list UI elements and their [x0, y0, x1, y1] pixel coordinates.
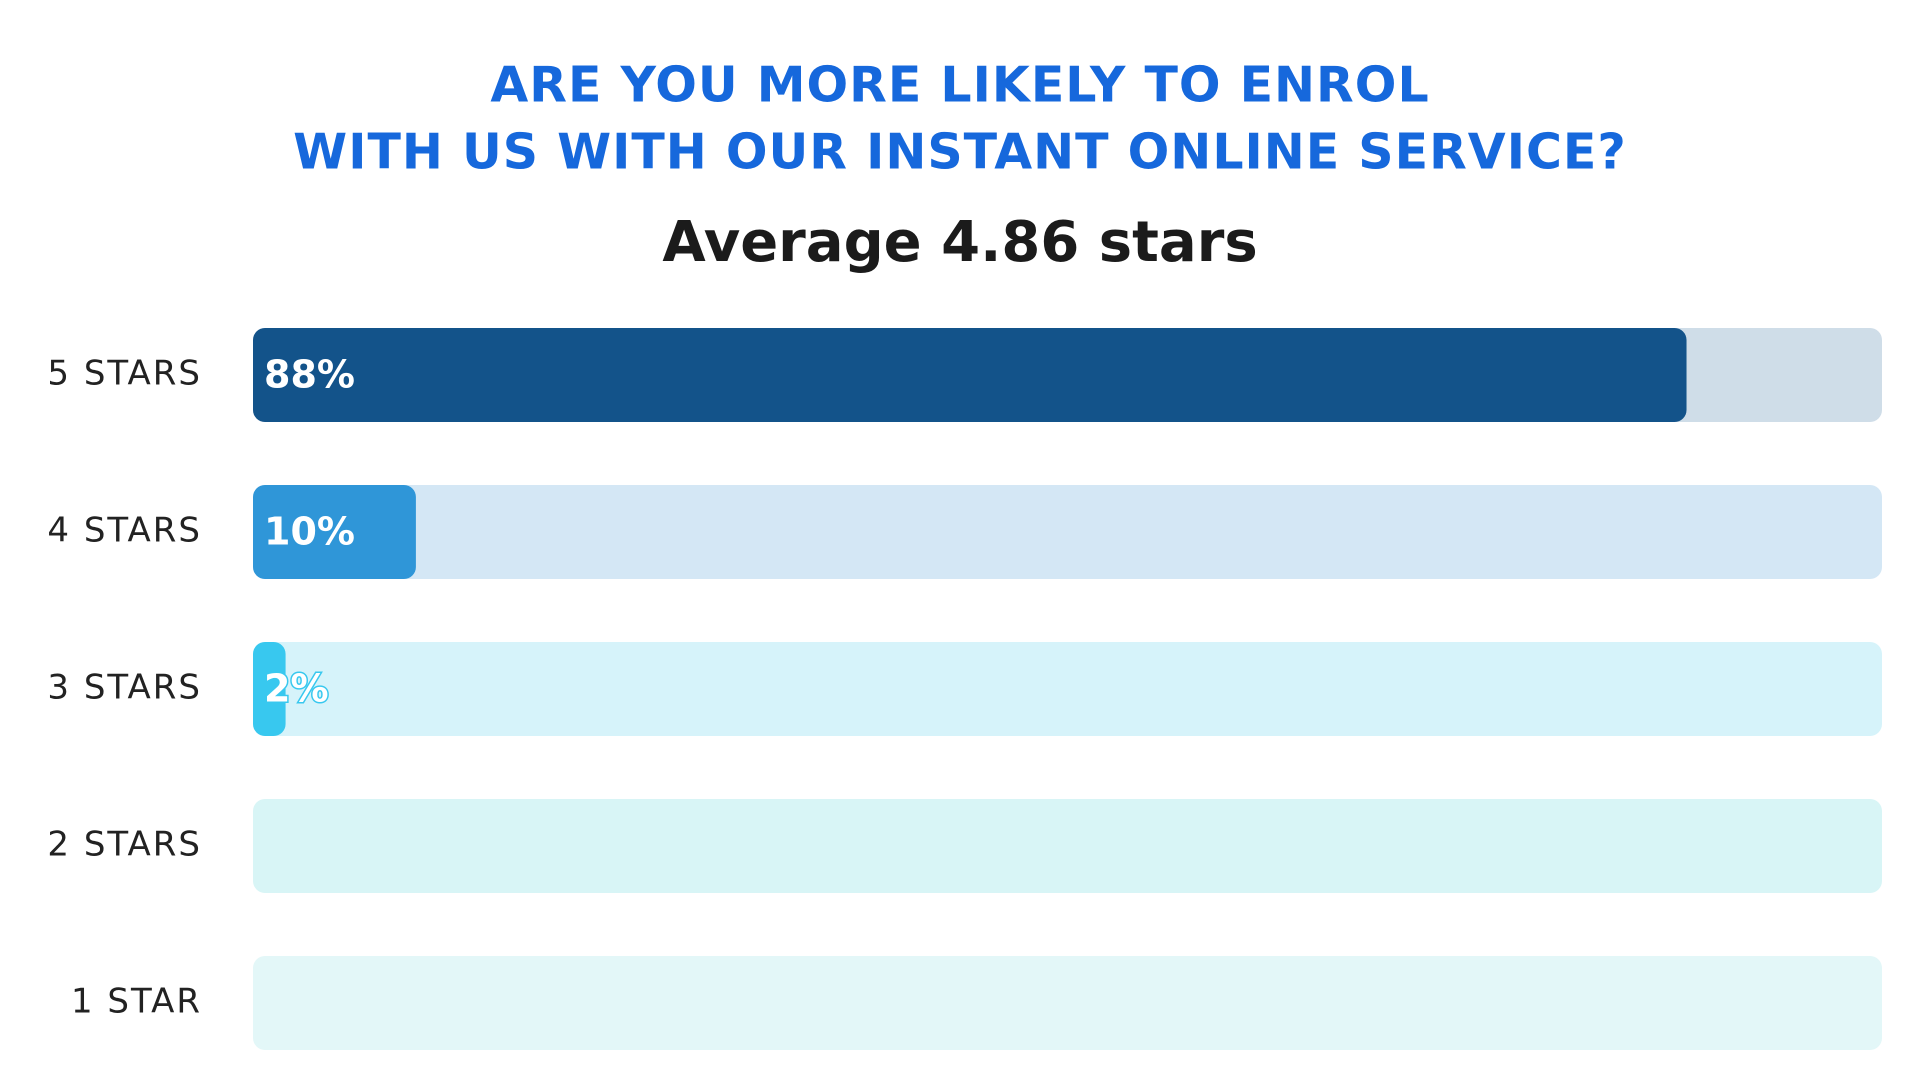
bar: [253, 485, 416, 579]
chart-title: ARE YOU MORE LIKELY TO ENROL: [490, 57, 1429, 114]
chart-title: WITH US WITH OUR INSTANT ONLINE SERVICE?: [293, 124, 1627, 181]
value-label: 10%: [264, 510, 355, 554]
bar-track: [253, 956, 1882, 1050]
category-label: 5 STARS: [47, 354, 202, 394]
value-label: 2%: [264, 667, 329, 711]
category-label: 3 STARS: [47, 668, 202, 708]
category-label: 2 STARS: [47, 825, 202, 865]
bar: [253, 642, 286, 736]
bar-track: [253, 642, 1882, 736]
value-label: 88%: [264, 353, 355, 397]
bar-track: [253, 799, 1882, 893]
category-label: 1 STAR: [71, 982, 202, 1022]
chart-subtitle: Average 4.86 stars: [662, 210, 1257, 275]
bar-track: [253, 485, 1882, 579]
bar: [253, 328, 1687, 422]
category-label: 4 STARS: [47, 511, 202, 551]
